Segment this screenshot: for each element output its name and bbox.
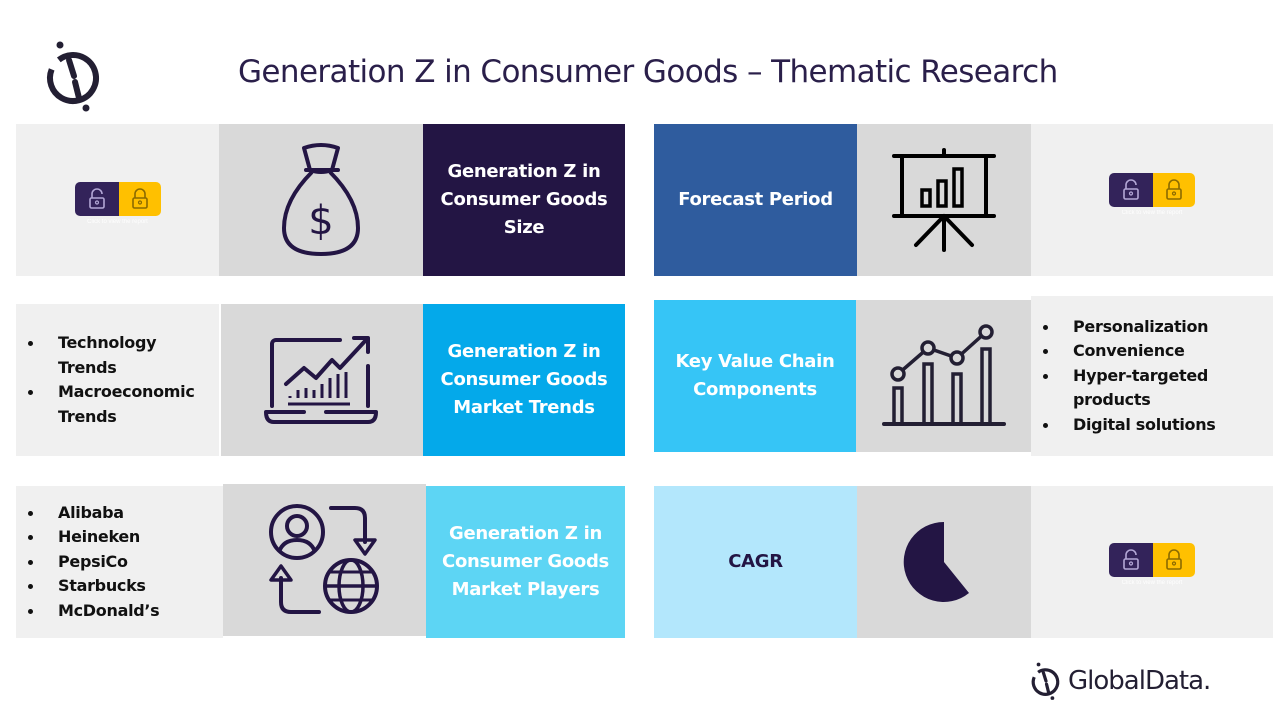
list-item: Heineken	[16, 525, 223, 550]
value-chain-heading: Key Value Chain Components	[675, 351, 835, 400]
cagr-heading: CAGR	[728, 551, 783, 572]
size-locked-panel: Click to view the report	[16, 124, 219, 276]
forecast-heading: Forecast Period	[678, 189, 833, 210]
forecast-heading-tile[interactable]: Forecast Period	[654, 124, 857, 276]
list-item: Personalization	[1031, 315, 1273, 340]
globaldata-brand: GlobalData.	[1030, 660, 1250, 702]
line-bar-icon-panel	[856, 300, 1031, 452]
lock-icon	[1153, 542, 1195, 577]
size-heading-tile[interactable]: Generation Z in Consumer Goods Size	[423, 124, 625, 276]
view-report-button[interactable]: Click to view the report	[1109, 172, 1195, 216]
presentation-chart-icon	[892, 148, 996, 252]
presentation-icon-panel	[857, 124, 1031, 276]
pie-icon-panel	[857, 486, 1031, 638]
trends-heading: Generation Z in Consumer Goods Market Tr…	[440, 341, 608, 418]
user-globe-exchange-icon	[268, 504, 379, 614]
cagr-heading-tile[interactable]: CAGR	[654, 486, 857, 638]
players-heading: Generation Z in Consumer Goods Market Pl…	[442, 523, 609, 600]
players-heading-tile[interactable]: Generation Z in Consumer Goods Market Pl…	[426, 486, 625, 638]
lock-icon	[1153, 172, 1195, 207]
view-report-button[interactable]: Click to view the report	[1109, 542, 1195, 586]
unlock-icon	[1109, 172, 1153, 207]
globaldata-logo-icon	[44, 40, 104, 112]
forecast-locked-panel: Click to view the report	[1031, 124, 1273, 276]
value-chain-bullet-list: Personalization Convenience Hyper-target…	[1031, 315, 1273, 438]
svg-text:$: $	[308, 198, 333, 244]
laptop-growth-chart-icon	[264, 336, 378, 424]
list-item: Technology Trends	[16, 331, 219, 380]
list-item: McDonald’s	[16, 599, 223, 624]
cagr-locked-panel: Click to view the report	[1031, 486, 1273, 638]
view-report-caption: Click to view the report	[87, 218, 148, 225]
list-item: PepsiCo	[16, 550, 223, 575]
list-item: Hyper-targeted products	[1031, 364, 1221, 413]
view-report-caption: Click to view the report	[1121, 209, 1183, 216]
lock-icon	[118, 181, 161, 216]
user-globe-icon-panel	[223, 484, 426, 636]
money-bag-icon: $	[281, 143, 361, 257]
view-report-caption: Click to view the report	[1121, 579, 1183, 586]
value-chain-heading-tile[interactable]: Key Value Chain Components	[654, 300, 856, 452]
laptop-icon-panel	[221, 304, 423, 456]
players-bullet-list: Alibaba Heineken PepsiCo Starbucks McDon…	[16, 501, 223, 624]
pie-slice-icon	[903, 521, 969, 602]
unlock-icon	[1109, 542, 1153, 577]
list-item: Convenience	[1031, 339, 1273, 364]
globaldata-symbol-icon	[1031, 662, 1060, 700]
list-item: Digital solutions	[1031, 413, 1273, 438]
view-report-button[interactable]: Click to view the report	[74, 181, 161, 225]
unlock-icon	[74, 181, 119, 216]
list-item: Starbucks	[16, 574, 223, 599]
globaldata-wordmark: GlobalData.	[1068, 666, 1211, 696]
page-title: Generation Z in Consumer Goods – Themati…	[238, 54, 1058, 90]
trends-heading-tile[interactable]: Generation Z in Consumer Goods Market Tr…	[423, 304, 625, 456]
money-bag-icon-panel: $	[219, 124, 423, 276]
players-bullets-panel: Alibaba Heineken PepsiCo Starbucks McDon…	[16, 486, 223, 638]
list-item: Alibaba	[16, 501, 223, 526]
size-heading: Generation Z in Consumer Goods Size	[440, 161, 608, 238]
list-item: Macroeconomic Trends	[16, 380, 219, 429]
line-bar-chart-icon	[881, 324, 1006, 426]
trends-bullet-list: Technology Trends Macroeconomic Trends	[16, 331, 219, 429]
trends-bullets-panel: Technology Trends Macroeconomic Trends	[16, 304, 219, 456]
value-chain-bullets-panel: Personalization Convenience Hyper-target…	[1031, 296, 1273, 456]
